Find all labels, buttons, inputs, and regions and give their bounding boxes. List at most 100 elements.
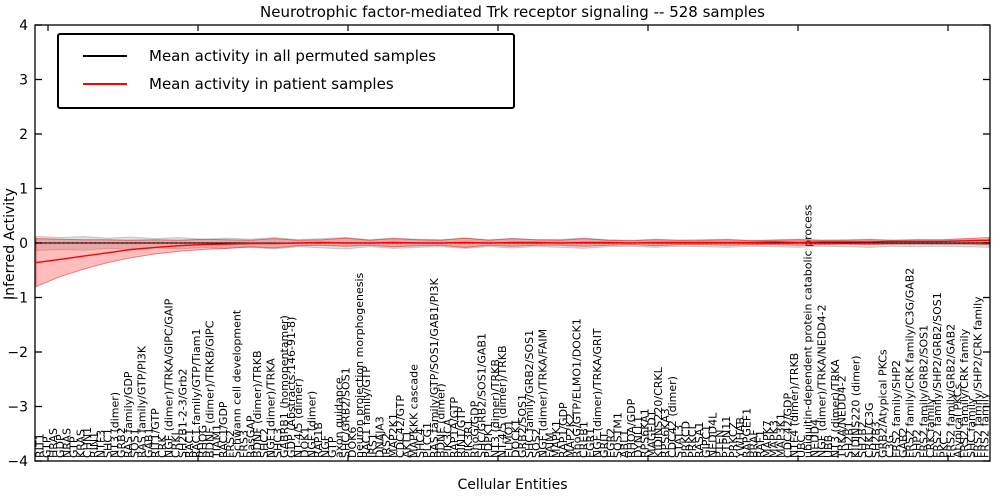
entity-label: EGR1 — [584, 428, 597, 458]
entity-label: GRB2/SOS1 — [516, 394, 529, 458]
entity-label: NT-4/5 (dimer)/TRKB — [496, 345, 509, 458]
entity-label: PTEN — [713, 429, 726, 458]
entity-label: BDNF (dimer)/TRKB — [251, 350, 264, 458]
entity-label: NEDD4L — [707, 412, 720, 458]
y-tick-label: 2 — [19, 127, 28, 143]
entity-label: GABRB1 (homopentamer) — [278, 315, 291, 458]
patient-line-swatch — [83, 83, 127, 85]
entity-label: FAIM — [543, 432, 556, 458]
entity-label: CHN1 — [81, 427, 94, 458]
entity-label: RIT1/GTP — [149, 408, 162, 458]
permuted-line-swatch — [83, 55, 127, 57]
entity-label: MAP2K2 — [564, 413, 577, 458]
entity-label: GAB2 — [897, 427, 910, 458]
y-tick-label: −4 — [7, 454, 28, 470]
entity-label: DNAJA3 — [373, 416, 386, 458]
entity-label: CDC42 (dimer) — [666, 376, 679, 458]
entity-label: FRS2 family/SHP2 — [890, 360, 903, 458]
entity-label: RAPGEF1 — [741, 408, 754, 458]
entity-label: IRS2 — [380, 433, 393, 458]
entity-label: CDC42/GTP — [394, 395, 407, 458]
entity-label: MAPKKK cascade — [407, 364, 420, 458]
entity-label: NGF (dimer)/TRKA/GIPC/GAIP — [163, 298, 176, 458]
entity-label: FRS2 family/GRB2/GAB2 — [945, 324, 958, 458]
entity-label: RAC1 — [183, 429, 196, 458]
entity-label: RIN1 — [88, 432, 101, 458]
x-axis-label: Cellular Entities — [457, 477, 568, 493]
entity-label: RHOG — [197, 425, 210, 458]
entity-label: RAF1 — [754, 430, 767, 458]
legend-item-patient: Mean activity in patient samples — [69, 70, 503, 98]
entity-label: MAP2K1 — [387, 413, 400, 458]
entity-label: SHC1 — [102, 428, 115, 458]
entity-label: FRS2 family/SHP2/GRB2/SOS1 — [931, 292, 944, 458]
entity-label: GRIT — [598, 432, 611, 458]
entity-label: RAS family/GTP/SOS1/GAB1/PI3K — [428, 277, 441, 458]
y-tick-label: 4 — [19, 18, 28, 34]
entity-label: RAP1B — [312, 422, 325, 458]
entity-label: RhoG/GTP/ELMO1/DOCK1 — [571, 318, 584, 458]
y-tick-label: −3 — [7, 400, 28, 416]
entity-label: SH2B2 — [856, 421, 869, 458]
entity-label: NTF4 (dimer)/TRKB — [788, 353, 801, 458]
entity-label: DOK1 — [299, 427, 312, 458]
entity-label: BDNF (dimer) — [435, 383, 448, 458]
entity-label: GTP — [326, 436, 339, 458]
entity-label: CREB1 — [577, 421, 590, 458]
entity-label: C3G — [883, 435, 896, 458]
entity-label: MAPK7 — [761, 420, 774, 458]
entity-label: NTF3 — [95, 430, 108, 458]
entity-label: UBB — [822, 435, 835, 458]
entity-label: MAP3K1 — [775, 413, 788, 458]
patient-mean-line — [35, 239, 990, 264]
entity-label: PLCG1 — [421, 422, 434, 458]
entity-label: NGF (dimer)/TRKA/GRIT — [591, 328, 604, 458]
entity-label: PRKCZ — [727, 421, 740, 458]
entity-label: NT3 (dimer)/TRKA — [829, 359, 842, 458]
entity-label: PIK3R1 — [462, 419, 475, 458]
entity-label: FRS2 — [224, 430, 237, 458]
entity-label: CRK — [156, 435, 169, 458]
entity-label: CRK family — [924, 398, 937, 458]
entity-label: DOK6 — [346, 427, 359, 458]
entity-label: DOCK1 — [509, 419, 522, 458]
entity-label: EGR2 — [605, 428, 618, 458]
entity-label: ABL1 — [618, 430, 631, 458]
entity-label: YWHAB — [734, 417, 747, 459]
entity-label: RIT1 — [34, 433, 47, 458]
chart-title: Neurotrophic factor-mediated Trk recepto… — [260, 3, 765, 21]
entity-label: RAS family/GDP — [122, 371, 135, 458]
entity-label: KRAS — [74, 429, 87, 458]
entity-label: PRKCI — [686, 426, 699, 458]
entity-label: NT3 (dimer) — [108, 392, 121, 458]
entity-label: PKC — [938, 437, 951, 458]
entity-label: STAT3 — [673, 425, 686, 458]
entity-label: GAB1 — [142, 427, 155, 458]
entity-label: TIAM1 — [210, 424, 223, 459]
entity-label: TRKA/NEDD4-2 — [836, 375, 849, 459]
entity-label: GTP — [68, 436, 81, 458]
entity-label: ubiquitin-dependent protein catabolic pr… — [802, 204, 815, 458]
entity-label: RAS family/GTP/PI3K — [136, 345, 149, 458]
entity-label: PTPN11 — [720, 416, 733, 458]
y-tick-label: 0 — [19, 236, 28, 252]
entity-label: SOS1 — [129, 428, 142, 458]
legend-item-permuted: Mean activity in all permuted samples — [69, 42, 503, 70]
legend-label-permuted: Mean activity in all permuted samples — [149, 47, 436, 65]
entity-label: RAP1A/GTP — [448, 397, 461, 458]
entity-label: RASA1 — [693, 422, 706, 458]
entity-label: RPS6KA3 — [659, 408, 672, 458]
legend-label-patient: Mean activity in patient samples — [149, 75, 394, 93]
entity-label: NT3 (dimer)/TRKB — [489, 359, 502, 458]
entity-label: NRAS — [61, 428, 74, 458]
entity-label: NGF (dimer)/TRKA/FAIM — [537, 329, 550, 458]
y-axis-label: Inferred Activity — [2, 188, 18, 300]
entity-label: AKT1 — [401, 430, 414, 458]
entity-label: ELMO1 — [503, 420, 516, 458]
entity-label: NGF (dimer) — [305, 391, 318, 458]
entity-label: SHP2 — [911, 429, 924, 458]
entity-label: RAC1/GDP — [217, 401, 230, 458]
entity-label: RHOA/GDP — [625, 398, 638, 458]
entity-label: SHC2 — [258, 428, 271, 458]
